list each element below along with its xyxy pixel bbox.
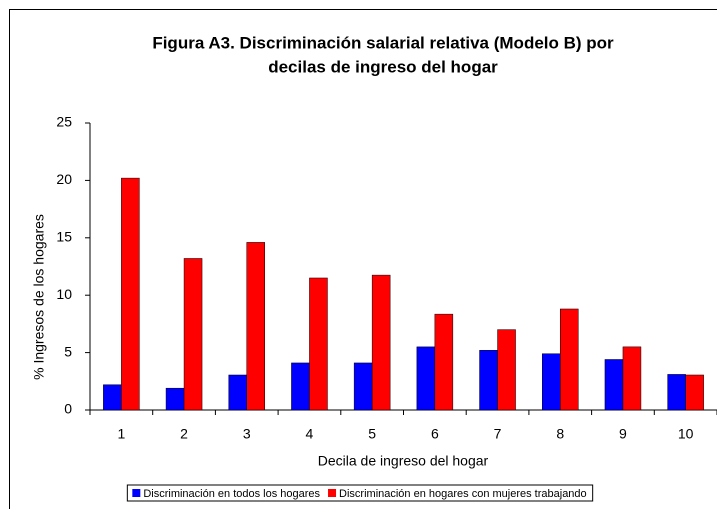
- bar: [479, 350, 498, 411]
- bar: [434, 313, 454, 411]
- bar: [291, 362, 310, 411]
- x-tick-label: 10: [678, 426, 694, 442]
- bar: [246, 242, 265, 411]
- bar: [622, 346, 642, 411]
- y-tick-label: 10: [56, 286, 72, 302]
- bar: [542, 353, 561, 411]
- bar: [416, 346, 436, 411]
- x-tick-label: 5: [368, 426, 376, 442]
- bar: [228, 374, 247, 411]
- legend-swatch: [328, 489, 337, 497]
- x-tick-label: 3: [243, 426, 251, 442]
- legend-label: Discriminación en todos los hogares: [143, 488, 320, 500]
- x-tick-label: 9: [619, 426, 627, 442]
- x-tick-label: 2: [180, 426, 188, 442]
- bar: [165, 387, 185, 411]
- x-tick-label: 4: [306, 426, 314, 442]
- x-tick-label: 1: [117, 426, 125, 442]
- bar: [353, 362, 373, 411]
- y-tick-label: 15: [56, 229, 72, 245]
- chart-title: Figura A3. Discriminación salarial relat…: [152, 33, 614, 52]
- legend-label: Discriminación en hogares con mujeres tr…: [339, 488, 587, 500]
- bar: [685, 374, 704, 411]
- bar: [604, 359, 624, 411]
- y-tick-label: 25: [56, 114, 72, 130]
- x-tick-label: 6: [431, 426, 439, 442]
- y-axis-label: % Ingresos de los hogares: [31, 214, 47, 380]
- bar: [309, 277, 328, 411]
- bar: [183, 258, 203, 411]
- legend-swatch: [132, 489, 141, 497]
- y-tick-label: 5: [64, 343, 72, 359]
- chart-frame: [9, 9, 717, 509]
- bar: [371, 274, 391, 411]
- bar: [560, 308, 579, 411]
- bar: [121, 177, 140, 411]
- x-tick-label: 8: [556, 426, 564, 442]
- legend-box: [126, 484, 594, 502]
- chart-title: decilas de ingreso del hogar: [268, 57, 498, 76]
- y-tick-label: 0: [64, 401, 72, 417]
- bar: [103, 384, 122, 411]
- x-axis-label: Decila de ingreso del hogar: [318, 453, 489, 469]
- bar: [667, 374, 686, 411]
- y-tick-label: 20: [56, 171, 72, 187]
- bar: [497, 329, 516, 411]
- x-tick-label: 7: [494, 426, 502, 442]
